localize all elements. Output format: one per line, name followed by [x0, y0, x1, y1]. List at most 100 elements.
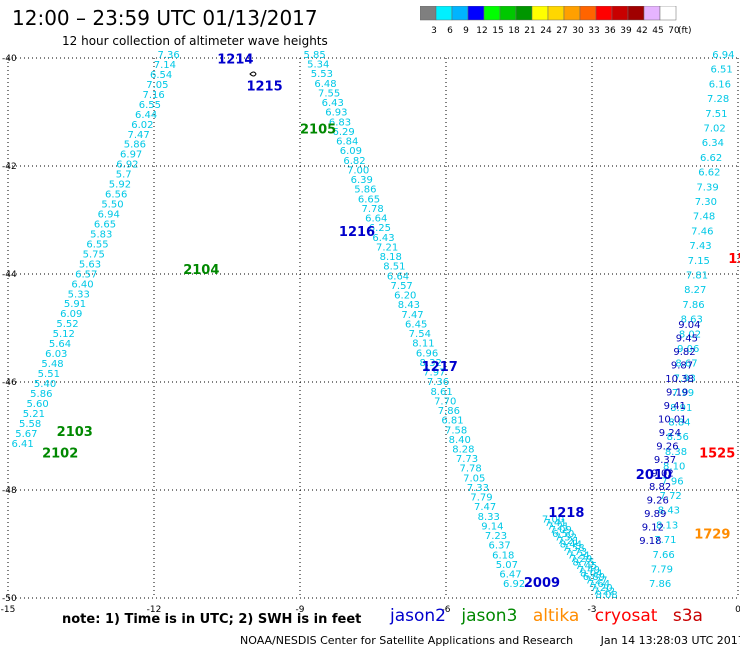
swh-value: 7.78 — [362, 204, 384, 215]
swh-value: 7.58 — [562, 543, 584, 554]
swh-value: 5.60 — [26, 399, 48, 410]
swh-value: 8.84 — [668, 418, 690, 429]
swh-value: 7.52 — [555, 532, 577, 543]
swh-value: 7.14 — [154, 60, 176, 71]
swh-value: 5.75 — [83, 249, 105, 260]
swh-value: 7.22 — [593, 586, 615, 597]
swh-value: 6.62 — [698, 168, 720, 179]
swh-value: 7.47 — [401, 310, 423, 321]
swh-value: 6.43 — [322, 98, 344, 109]
swh-value: 9.87 — [671, 361, 693, 372]
swh-value: 6.29 — [332, 127, 354, 138]
swh-value: 5.86 — [124, 140, 146, 151]
scale-label: 12 — [476, 26, 487, 36]
y-tick-label: -50 — [2, 594, 17, 604]
swh-value: 7.73 — [456, 454, 478, 465]
swh-value: 6.43 — [372, 233, 394, 244]
scale-label: 15 — [492, 26, 503, 36]
swh-value: 5.51 — [38, 369, 60, 380]
swh-value: 6.64 — [365, 214, 387, 225]
swh-value: 8.43 — [658, 506, 680, 517]
swh-value: 6.03 — [45, 349, 67, 360]
swh-value: 9.24 — [659, 428, 681, 439]
swh-value: 6.93 — [325, 108, 347, 119]
swh-value: 7.78 — [459, 464, 481, 475]
swh-value: 6.47 — [499, 570, 521, 581]
swh-value: 9.18 — [639, 536, 661, 547]
swh-value: 7.21 — [376, 242, 398, 253]
swh-value: 6.44 — [135, 110, 157, 121]
swh-value: 6.55 — [139, 100, 161, 111]
swh-value: 7.24 — [567, 550, 589, 561]
swh-value: 8.33 — [478, 512, 500, 523]
legend-jason3: jason3 — [461, 606, 518, 626]
swh-value: 6.54 — [150, 70, 172, 81]
swh-value: 10.01 — [658, 415, 687, 426]
swh-value: 8.13 — [656, 520, 678, 531]
pass-label: 1215 — [246, 79, 282, 94]
swh-value: 7.23 — [485, 531, 507, 542]
swh-value: 7.86 — [682, 300, 704, 311]
swh-value: 7.00 — [542, 514, 564, 525]
scale-label: 6 — [447, 26, 453, 36]
swh-value: 9.12 — [642, 523, 664, 534]
swh-value: 6.40 — [71, 279, 93, 290]
scale-unit: (ft) — [678, 26, 692, 36]
swh-value: 6.55 — [86, 239, 108, 250]
map-subtitle: 12 hour collection of altimeter wave hei… — [62, 34, 328, 48]
island-outline — [249, 71, 257, 77]
swh-value: 7.47 — [474, 502, 496, 513]
swh-value: 8.38 — [665, 447, 687, 458]
swh-value: 5.7 — [116, 170, 132, 181]
swh-value: 8.75 — [573, 558, 595, 569]
swh-value: 5.33 — [68, 289, 90, 300]
swh-value: 6.09 — [60, 309, 82, 320]
swh-value: 5.34 — [307, 60, 329, 71]
swh-value: 5.67 — [15, 429, 37, 440]
swh-value: 6.94 — [98, 210, 120, 221]
swh-value: 8.44 — [560, 540, 582, 551]
scale-label: 45 — [652, 26, 663, 36]
swh-value: 8.04 — [580, 568, 602, 579]
swh-value: 7.27 — [585, 576, 607, 587]
pass-label: 2010 — [636, 468, 672, 483]
swh-value: 8.91 — [670, 403, 692, 414]
swh-value: 7.99 — [672, 388, 694, 399]
swh-value: 7.79 — [470, 493, 492, 504]
y-tick-label: -44 — [2, 270, 17, 280]
scale-label: 21 — [524, 26, 535, 36]
scale-label: 18 — [508, 26, 520, 36]
swh-value: 6.62 — [700, 153, 722, 164]
swh-value: 8.10 — [663, 462, 685, 473]
y-tick-label: -46 — [2, 378, 17, 388]
pass-label: 2102 — [42, 447, 78, 462]
swh-value: 6.65 — [358, 194, 380, 205]
pass-label: 152 — [728, 252, 740, 267]
swh-value: 8.18 — [380, 252, 402, 263]
pass-label: 1214 — [217, 52, 253, 67]
swh-value: 8.40 — [449, 435, 471, 446]
swh-value: 7.86 — [649, 579, 671, 590]
swh-value: 7.97 — [423, 368, 445, 379]
swh-value: 7.49 — [578, 565, 600, 576]
swh-value: 8.27 — [684, 285, 706, 296]
swh-value: 7.70 — [434, 396, 456, 407]
swh-value: 7.21 — [547, 522, 569, 533]
swh-value: 5.64 — [49, 339, 71, 350]
swh-value: 6.92 — [116, 160, 138, 171]
swh-value: 7.51 — [705, 109, 727, 120]
y-tick-label: -48 — [2, 486, 17, 496]
swh-value: 7.05 — [146, 80, 168, 91]
swh-value: 7.73 — [565, 547, 587, 558]
swh-value: 6.51 — [711, 65, 733, 76]
swh-value: 5.86 — [354, 185, 376, 196]
swh-value: 5.40 — [34, 379, 56, 390]
swh-value: 6.81 — [441, 416, 463, 427]
swh-value: 6.20 — [394, 291, 416, 302]
swh-value: 9.04 — [678, 320, 700, 331]
swh-value: 7.00 — [347, 165, 369, 176]
swh-value: 9.82 — [673, 347, 695, 358]
swh-value: 7.55 — [318, 88, 340, 99]
pass-label: 1525 — [699, 447, 735, 462]
swh-value: 5.85 — [303, 50, 325, 61]
